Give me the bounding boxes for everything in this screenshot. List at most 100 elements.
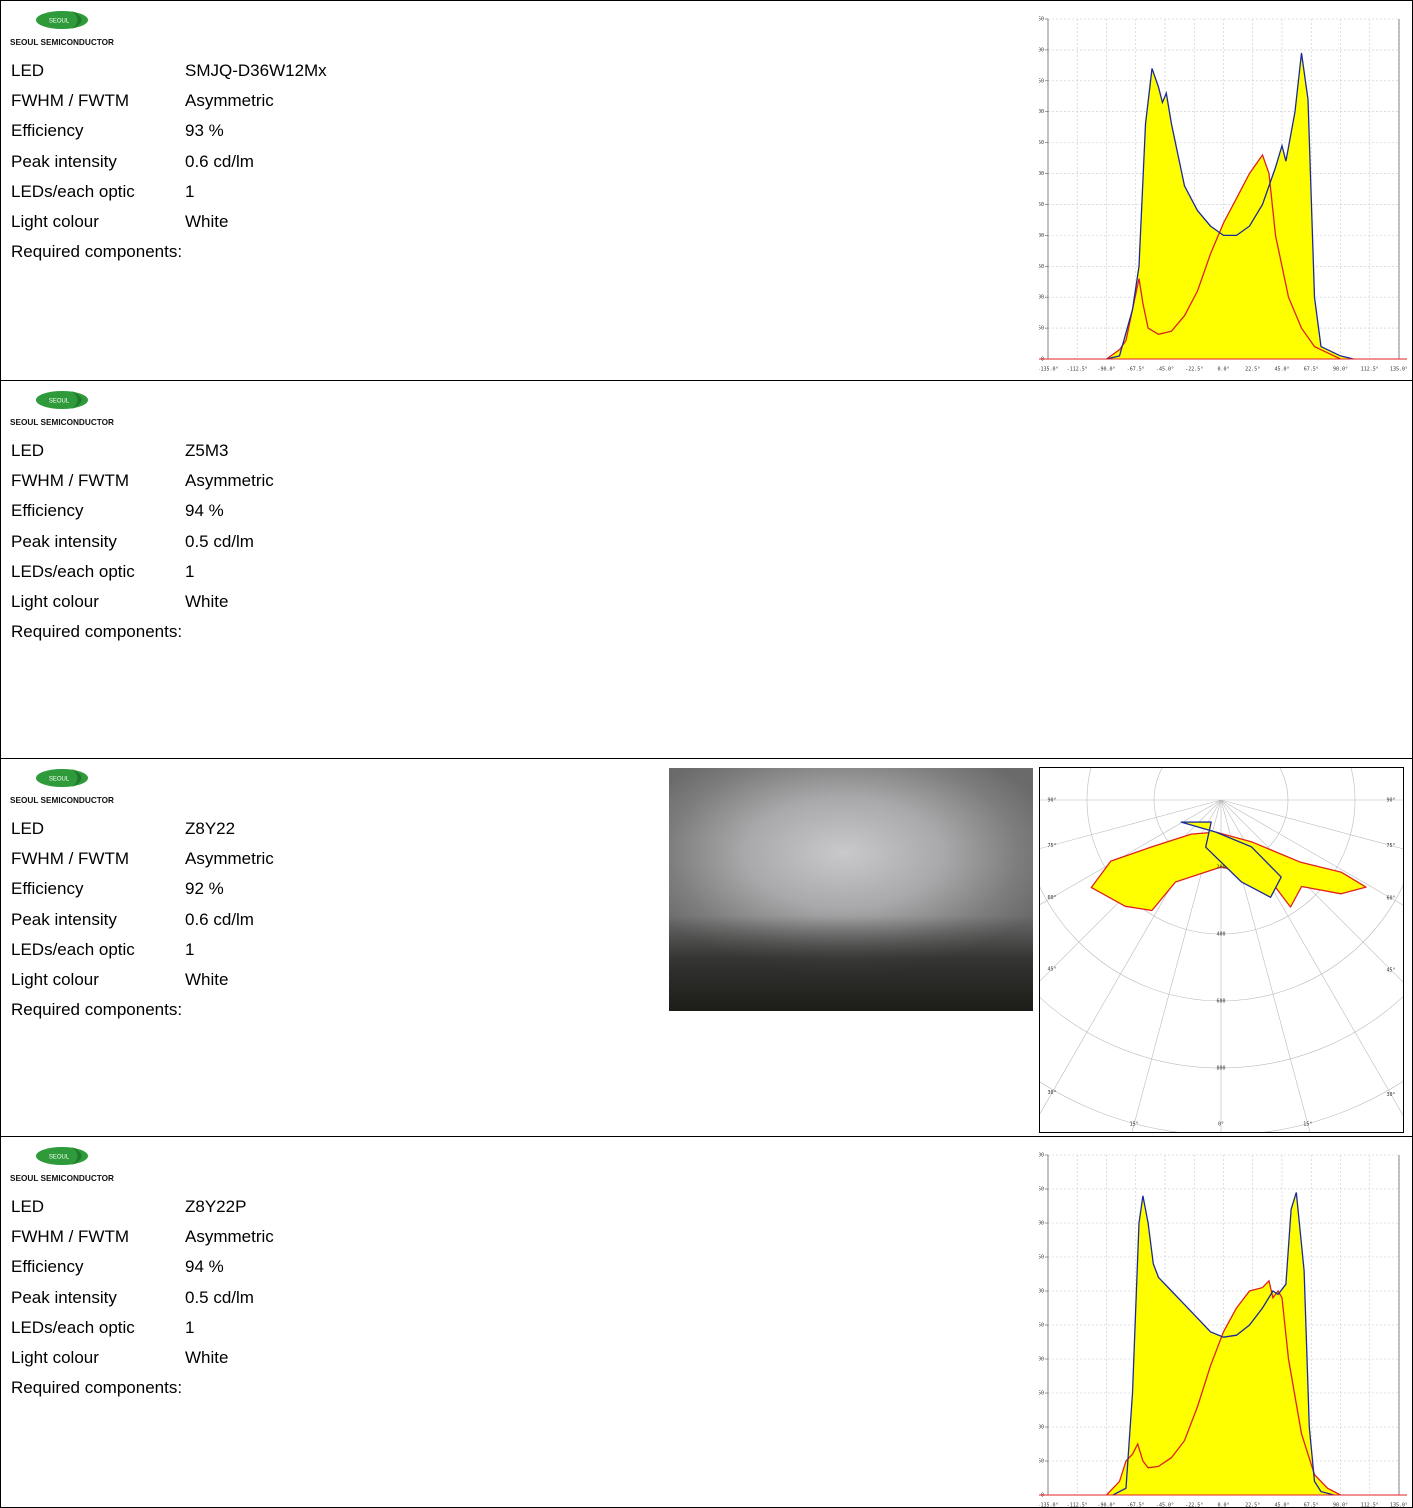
x-tick-label: 22.5° — [1245, 1503, 1260, 1508]
logo-badge — [36, 1147, 88, 1165]
x-tick-label: 90.0° — [1333, 1503, 1348, 1508]
logo-badge — [36, 11, 88, 29]
x-tick-label: 67.5° — [1304, 367, 1319, 373]
radial-label: 800 — [1216, 1066, 1225, 1072]
angle-label: 30° — [1047, 1090, 1056, 1096]
property-label: Efficiency — [11, 1257, 84, 1277]
y-tick-label: 100 — [1039, 295, 1044, 301]
logo: SEOUL SEOUL SEMICONDUCTOR — [10, 11, 114, 47]
property-label: Peak intensity — [11, 1287, 117, 1307]
property-label: Required components: — [11, 1000, 183, 1020]
x-tick-label: -90.0° — [1097, 1503, 1115, 1508]
angle-label: 30° — [1386, 1092, 1395, 1098]
grid-circle — [1040, 1080, 1403, 1132]
y-tick-label: 250 — [1039, 1323, 1044, 1329]
y-tick-label: 400 — [1039, 1221, 1044, 1227]
x-tick-label: -90.0° — [1097, 367, 1115, 373]
logo-badge-text: SEOUL — [49, 19, 70, 25]
property-label: LEDs/each optic — [11, 181, 135, 201]
grid-spoke — [1131, 799, 1222, 1132]
property-value: Asymmetric — [185, 91, 274, 111]
angle-label: 15° — [1303, 1122, 1312, 1128]
property-label: Efficiency — [11, 501, 84, 521]
property-label: Required components: — [11, 622, 183, 642]
x-tick-label: -112.5° — [1067, 367, 1088, 373]
property-label: Light colour — [11, 970, 99, 989]
x-tick-label: 135.0° — [1390, 1503, 1407, 1508]
property-value: 1 — [185, 939, 195, 959]
logo-name: SEOUL SEMICONDUCTOR — [10, 417, 114, 427]
grid-spoke — [1220, 799, 1403, 850]
y-tick-label: 400 — [1039, 109, 1044, 115]
y-tick-label: 150 — [1039, 1391, 1044, 1397]
line — [1106, 1279, 1341, 1496]
angle-label: 75° — [1047, 843, 1056, 849]
property-label: LEDs/each optic — [11, 1317, 135, 1337]
property-label: Peak intensity — [11, 531, 117, 551]
property-label: LED — [11, 1197, 45, 1216]
property-value: 1 — [185, 561, 195, 581]
property-value: 1 — [185, 181, 195, 201]
area — [1113, 1192, 1334, 1495]
x-tick-label: -67.5° — [1127, 1503, 1145, 1508]
x-tick-label: -45.0° — [1156, 367, 1174, 373]
logo: SEOUL SEOUL SEMICONDUCTOR — [10, 769, 114, 805]
angle-label: 45° — [1047, 967, 1056, 973]
y-tick-label: 550 — [1039, 17, 1044, 23]
x-tick-label: 0.0° — [1217, 367, 1229, 373]
angle-label: 75° — [1386, 843, 1395, 849]
property-value: 94 % — [185, 501, 224, 521]
property-value: 0.5 cd/lm — [185, 531, 254, 551]
y-tick-label: 300 — [1039, 171, 1044, 177]
property-value: White — [185, 212, 229, 231]
x-tick-label: 67.5° — [1304, 1503, 1319, 1508]
y-tick-label: 150 — [1039, 264, 1044, 270]
property-value: 0.5 cd/lm — [185, 1287, 254, 1307]
line — [1106, 52, 1354, 360]
property-value: 0.6 cd/lm — [185, 909, 254, 929]
angle-label: 90° — [1047, 798, 1056, 804]
property-label: FWHM / FWTM — [11, 471, 130, 491]
line — [1106, 153, 1341, 360]
property-value: 93 % — [185, 121, 224, 141]
logo-badge — [36, 769, 88, 787]
property-label: LED — [11, 441, 45, 460]
property-label: Required components: — [11, 242, 183, 262]
property-value: Asymmetric — [185, 1227, 274, 1247]
property-label: Efficiency — [11, 121, 84, 141]
angle-label: 60° — [1047, 895, 1056, 901]
y-tick-label: 450 — [1039, 78, 1044, 84]
y-tick-label: 50 — [1039, 1459, 1044, 1465]
y-tick-label: 500 — [1039, 1153, 1044, 1159]
property-label: FWHM / FWTM — [11, 1227, 130, 1247]
property-value: 1 — [185, 1317, 195, 1337]
property-value: Z8Y22P — [185, 1197, 247, 1216]
grid-spoke — [1220, 799, 1403, 906]
chart: 90° 90° 75° 75° 60° 60° 45° 45° 30° 30° 15° 15° 0° 20… — [1039, 767, 1404, 1133]
product-row: 050100150200250300350400450500-135.0°-11… — [1, 1136, 1412, 1507]
x-tick-label: 112.5° — [1361, 367, 1379, 373]
property-label: Efficiency — [11, 879, 84, 899]
x-tick-label: 45.0° — [1274, 367, 1289, 373]
x-tick-label: 90.0° — [1333, 367, 1348, 373]
polar-area — [1180, 821, 1282, 898]
x-tick-label: 135.0° — [1390, 367, 1407, 373]
property-value: White — [185, 1348, 229, 1367]
logo-name: SEOUL SEMICONDUCTOR — [10, 795, 114, 805]
x-tick-label: -112.5° — [1067, 1503, 1088, 1508]
logo-swoosh — [72, 391, 82, 409]
property-value: SMJQ-D36W12Mx — [185, 61, 327, 80]
y-tick-label: 450 — [1039, 1187, 1044, 1193]
property-label: Peak intensity — [11, 151, 117, 171]
beam-photo — [669, 768, 1033, 1011]
x-tick-label: 22.5° — [1245, 367, 1260, 373]
grid-spoke — [1040, 799, 1222, 849]
product-row: 90° 90° 75° 75° 60° 60° 45° 45° 30° 30° 15° 15° 0° 20… — [1, 758, 1412, 1136]
property-value: 92 % — [185, 879, 224, 899]
property-value: Z5M3 — [185, 441, 229, 460]
logo: SEOUL SEOUL SEMICONDUCTOR — [10, 1147, 114, 1183]
property-label: Peak intensity — [11, 909, 117, 929]
property-label: LED — [11, 819, 45, 838]
grid-spoke — [1220, 799, 1311, 1132]
